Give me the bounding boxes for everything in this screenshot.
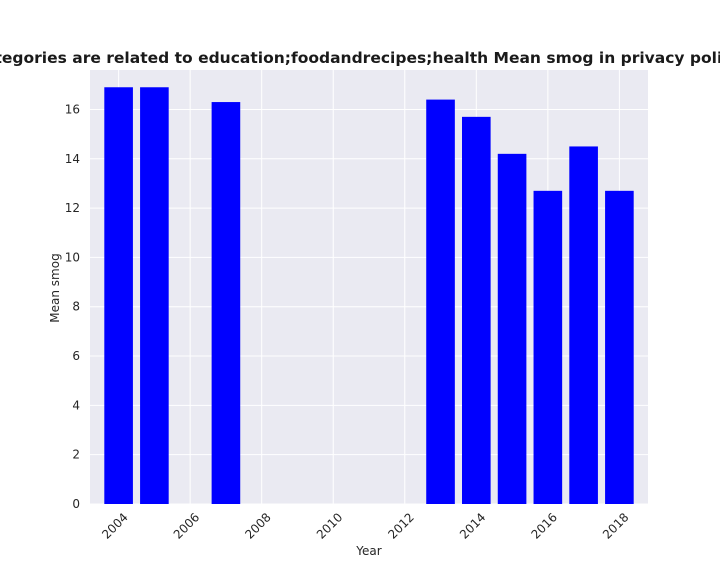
bar-2007 (211, 102, 241, 504)
bar-2017 (569, 146, 598, 504)
x-axis-label: Year (355, 544, 381, 558)
x-tick-label: 2006 (171, 510, 202, 541)
bar-2013 (426, 99, 455, 504)
bar-2018 (605, 190, 634, 505)
x-tick-labels: 2004 2006 2008 2010 2012 2014 2016 2018 (99, 510, 631, 541)
y-tick-label: 2 (72, 448, 80, 462)
y-tick-label: 0 (72, 497, 80, 511)
plot-area (90, 70, 648, 504)
y-axis-label: Mean smog (48, 253, 62, 322)
y-tick-label: 8 (72, 300, 80, 314)
bar-2014 (462, 116, 491, 505)
bar-2016 (533, 190, 563, 505)
x-tick-label: 2012 (385, 510, 416, 541)
y-tick-label: 6 (72, 349, 80, 363)
x-tick-label: 2010 (314, 510, 345, 541)
bar-2004 (104, 87, 133, 505)
x-tick-label: 2008 (242, 510, 273, 541)
x-tick-label: 2004 (99, 510, 130, 541)
y-tick-label: 10 (65, 250, 80, 264)
bars (104, 87, 634, 505)
bar-2005 (140, 87, 169, 505)
x-tick-label: 2014 (457, 510, 488, 541)
x-tick-label: 2018 (600, 510, 631, 541)
y-tick-label: 4 (72, 398, 80, 412)
y-tick-label: 16 (65, 102, 80, 116)
bar-2015 (497, 153, 527, 504)
chart-title: hen categories are related to education;… (0, 49, 720, 67)
x-tick-label: 2016 (528, 510, 559, 541)
y-tick-label: 12 (65, 201, 80, 215)
y-tick-labels: 0 2 4 6 8 10 12 14 16 (65, 102, 80, 511)
y-tick-label: 14 (65, 152, 80, 166)
